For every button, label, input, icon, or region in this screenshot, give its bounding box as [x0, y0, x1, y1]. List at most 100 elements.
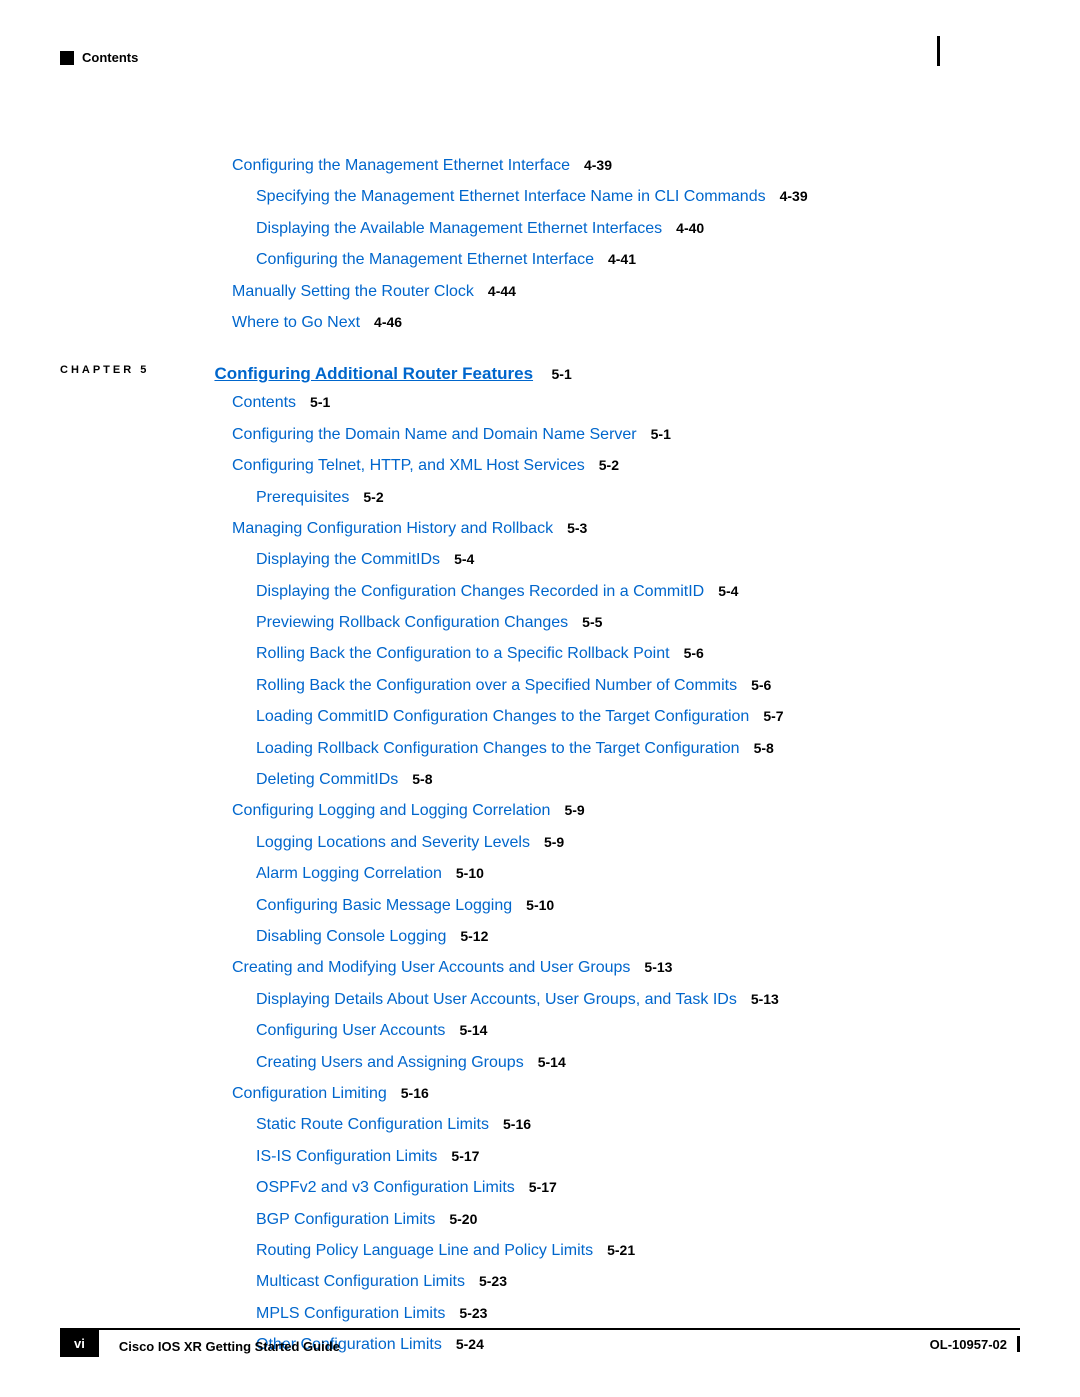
page-ref: 4-40: [676, 220, 704, 236]
toc-link[interactable]: Creating and Modifying User Accounts and…: [232, 959, 630, 976]
toc-item: Rolling Back the Configuration over a Sp…: [256, 675, 1020, 697]
page-ref: 4-39: [584, 157, 612, 173]
toc-link[interactable]: Multicast Configuration Limits: [256, 1273, 465, 1290]
toc-item: Displaying the Available Management Ethe…: [256, 218, 1020, 240]
toc-item: Contents 5-1: [232, 392, 1020, 414]
page-ref: 5-2: [599, 457, 619, 473]
toc-item: OSPFv2 and v3 Configuration Limits5-17: [256, 1177, 1020, 1199]
toc-link[interactable]: Loading CommitID Configuration Changes t…: [256, 708, 749, 725]
toc-item: Displaying Details About User Accounts, …: [256, 989, 1020, 1011]
toc-link[interactable]: Disabling Console Logging: [256, 928, 446, 945]
toc-link[interactable]: MPLS Configuration Limits: [256, 1305, 445, 1322]
toc-link[interactable]: Configuring Telnet, HTTP, and XML Host S…: [232, 457, 585, 474]
toc-link[interactable]: IS-IS Configuration Limits: [256, 1148, 437, 1165]
toc-link[interactable]: Configuring Logging and Logging Correlat…: [232, 802, 550, 819]
toc-link[interactable]: Logging Locations and Severity Levels: [256, 834, 530, 851]
page-ref: 5-12: [460, 928, 488, 944]
toc-link[interactable]: OSPFv2 and v3 Configuration Limits: [256, 1179, 515, 1196]
toc-item: Static Route Configuration Limits 5-16: [256, 1114, 1020, 1136]
page-ref: 5-8: [412, 771, 432, 787]
toc-link[interactable]: Rolling Back the Configuration to a Spec…: [256, 645, 670, 662]
chapter-page-ref: 5-1: [552, 366, 572, 382]
toc-link[interactable]: Configuring the Domain Name and Domain N…: [232, 426, 637, 443]
page-ref: 5-17: [451, 1148, 479, 1164]
toc-link[interactable]: Deleting CommitIDs: [256, 771, 398, 788]
toc-item: Multicast Configuration Limits 5-23: [256, 1271, 1020, 1293]
toc-item: Alarm Logging Correlation 5-10: [256, 863, 1020, 885]
toc-item: Rolling Back the Configuration to a Spec…: [256, 643, 1020, 665]
toc-link[interactable]: Manually Setting the Router Clock: [232, 283, 474, 300]
toc-link[interactable]: Routing Policy Language Line and Policy …: [256, 1242, 593, 1259]
toc-item: Displaying the Configuration Changes Rec…: [256, 581, 1020, 603]
page-ref: 5-13: [751, 991, 779, 1007]
page-ref: 5-9: [564, 802, 584, 818]
page-ref: 5-16: [503, 1116, 531, 1132]
page-ref: 5-1: [651, 426, 671, 442]
toc-link[interactable]: Contents: [232, 394, 296, 411]
page-ref: 4-39: [780, 188, 808, 204]
toc-item: Specifying the Management Ethernet Inter…: [256, 186, 1020, 208]
page-ref: 5-4: [454, 551, 474, 567]
page-ref: 5-14: [538, 1054, 566, 1070]
page-header: Contents: [60, 50, 1020, 65]
toc-link[interactable]: Configuring the Management Ethernet Inte…: [232, 157, 570, 174]
toc-link[interactable]: Displaying the Available Management Ethe…: [256, 220, 662, 237]
page-ref: 4-44: [488, 283, 516, 299]
toc-link[interactable]: Creating Users and Assigning Groups: [256, 1054, 524, 1071]
toc-link[interactable]: Prerequisites: [256, 489, 349, 506]
page-number: vi: [60, 1330, 99, 1357]
toc-item: IS-IS Configuration Limits 5-17: [256, 1146, 1020, 1168]
toc-link[interactable]: Static Route Configuration Limits: [256, 1116, 489, 1133]
page-ref: 5-6: [751, 677, 771, 693]
toc-link[interactable]: Configuring Basic Message Logging: [256, 897, 512, 914]
page-ref: 5-5: [582, 614, 602, 630]
chapter-label: CHAPTER 5: [60, 364, 210, 376]
chapter-5-row: CHAPTER 5 Configuring Additional Router …: [60, 364, 1020, 384]
toc-item: Managing Configuration History and Rollb…: [232, 518, 1020, 540]
toc-item: Prerequisites5-2: [256, 487, 1020, 509]
toc-link[interactable]: Where to Go Next: [232, 314, 360, 331]
toc-item: Configuring the Management Ethernet Inte…: [232, 155, 1020, 177]
page-ref: 5-23: [479, 1273, 507, 1289]
toc-page: Contents Configuring the Management Ethe…: [0, 0, 1080, 1397]
toc-section-5: Contents 5-1 Configuring the Domain Name a…: [232, 392, 1020, 1356]
page-ref: 5-10: [526, 897, 554, 913]
toc-item: Configuring Basic Message Logging 5-10: [256, 895, 1020, 917]
toc-link[interactable]: Configuring User Accounts: [256, 1022, 445, 1039]
chapter-title-link[interactable]: Configuring Additional Router Features: [214, 364, 533, 383]
toc-link[interactable]: BGP Configuration Limits: [256, 1211, 435, 1228]
toc-link[interactable]: Displaying the CommitIDs: [256, 551, 440, 568]
toc-item: Creating and Modifying User Accounts and…: [232, 957, 1020, 979]
toc-link[interactable]: Specifying the Management Ethernet Inter…: [256, 188, 766, 205]
footer-left: vi Cisco IOS XR Getting Started Guide: [60, 1336, 930, 1357]
page-ref: 5-1: [310, 394, 330, 410]
toc-link[interactable]: Loading Rollback Configuration Changes t…: [256, 740, 740, 757]
toc-item: Configuring Logging and Logging Correlat…: [232, 800, 1020, 822]
page-ref: 5-16: [401, 1085, 429, 1101]
toc-link[interactable]: Displaying the Configuration Changes Rec…: [256, 583, 704, 600]
toc-item: BGP Configuration Limits 5-20: [256, 1209, 1020, 1231]
page-ref: 5-23: [459, 1305, 487, 1321]
toc-item: Where to Go Next4-46: [232, 312, 1020, 334]
toc-item: Configuring the Management Ethernet Inte…: [256, 249, 1020, 271]
header-square-icon: [60, 51, 74, 65]
page-ref: 5-20: [449, 1211, 477, 1227]
toc-link[interactable]: Managing Configuration History and Rollb…: [232, 520, 553, 537]
toc-item: Configuring User Accounts5-14: [256, 1020, 1020, 1042]
toc-link[interactable]: Previewing Rollback Configuration Change…: [256, 614, 568, 631]
page-ref: 5-10: [456, 865, 484, 881]
page-footer: vi Cisco IOS XR Getting Started Guide OL…: [60, 1328, 1020, 1357]
toc-item: Disabling Console Logging 5-12: [256, 926, 1020, 948]
page-ref: 5-21: [607, 1242, 635, 1258]
toc-link[interactable]: Configuring the Management Ethernet Inte…: [256, 251, 594, 268]
toc-link[interactable]: Displaying Details About User Accounts, …: [256, 991, 737, 1008]
toc-item: Loading CommitID Configuration Changes t…: [256, 706, 1020, 728]
toc-link[interactable]: Configuration Limiting: [232, 1085, 387, 1102]
page-ref: 5-13: [644, 959, 672, 975]
footer-guide-title: Cisco IOS XR Getting Started Guide: [119, 1339, 340, 1354]
page-ref: 5-6: [684, 645, 704, 661]
toc-link[interactable]: Rolling Back the Configuration over a Sp…: [256, 677, 737, 694]
toc-item: Routing Policy Language Line and Policy …: [256, 1240, 1020, 1262]
toc-item: Configuring the Domain Name and Domain N…: [232, 424, 1020, 446]
toc-link[interactable]: Alarm Logging Correlation: [256, 865, 442, 882]
